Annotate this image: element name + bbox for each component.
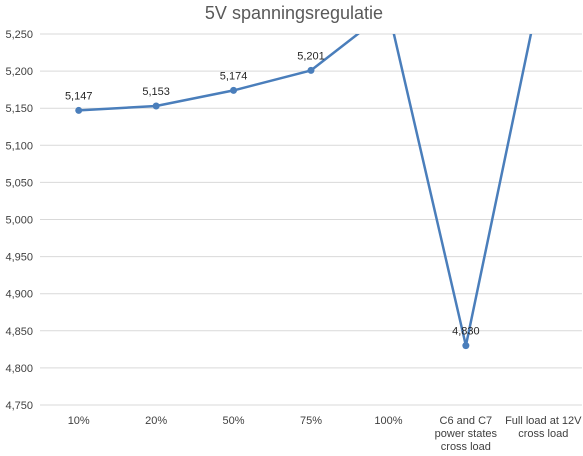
series-layer — [75, 34, 533, 350]
x-category-line: 10% — [68, 415, 90, 427]
x-category-label: 100% — [374, 415, 402, 427]
data-label: 5,153 — [142, 86, 170, 98]
y-tick-label: 5,250 — [5, 29, 33, 41]
x-category-label: 75% — [300, 415, 322, 427]
data-point — [307, 66, 315, 74]
x-category-line: cross load — [441, 441, 491, 453]
x-category-label: 20% — [145, 415, 167, 427]
y-tick-label: 4,800 — [5, 363, 33, 375]
y-tick-label: 4,950 — [5, 252, 33, 264]
y-axis-ticks: 4,750 4,800 4,850 4,900 4,950 5,000 5,050 5,100… — [5, 29, 33, 412]
y-tick-label: 5,100 — [5, 140, 33, 152]
x-category-label: 10% — [68, 415, 90, 427]
data-point — [152, 102, 160, 110]
x-category-line: power states — [435, 428, 498, 440]
y-tick-label: 5,150 — [5, 103, 33, 115]
data-point — [230, 86, 238, 94]
y-tick-label: 5,000 — [5, 215, 33, 227]
data-point — [462, 342, 470, 350]
y-tick-label: 4,750 — [5, 400, 33, 412]
y-tick-label: 4,850 — [5, 326, 33, 338]
data-point — [75, 106, 83, 114]
gridlines — [40, 33, 582, 406]
x-category-line: cross load — [518, 428, 568, 440]
x-category-label: 50% — [223, 415, 245, 427]
data-label: 4,830 — [452, 326, 480, 338]
x-category-line: 20% — [145, 415, 167, 427]
x-category-label: Full load at 12V cross load — [505, 415, 582, 440]
data-label: 5,174 — [220, 70, 248, 82]
data-label: 5,147 — [65, 90, 93, 102]
x-category-line: 75% — [300, 415, 322, 427]
x-category-line: 50% — [223, 415, 245, 427]
x-category-line: Full load at 12V — [505, 415, 582, 427]
data-label: 5,201 — [297, 50, 325, 62]
y-tick-label: 5,200 — [5, 66, 33, 78]
x-category-label: C6 and C7 power states cross load — [435, 415, 498, 453]
y-tick-label: 5,050 — [5, 177, 33, 189]
y-tick-label: 4,900 — [5, 289, 33, 301]
x-axis-categories: 10% 20% 50% 75% 100% C6 and C7 power states cro… — [68, 415, 582, 453]
x-category-line: 100% — [374, 415, 402, 427]
data-labels: 5,147 5,153 5,174 5,201 4,830 — [65, 50, 480, 337]
chart-title: 5V spanningsregulatie — [205, 3, 383, 23]
x-category-line: C6 and C7 — [440, 415, 493, 427]
